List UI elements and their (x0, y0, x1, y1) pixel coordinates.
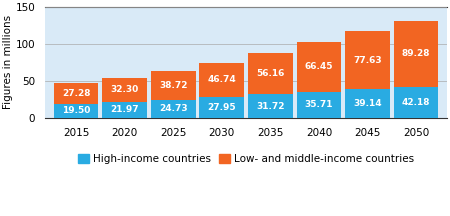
Text: 31.72: 31.72 (256, 102, 285, 111)
Bar (54, 83, 99, 103)
Text: 32.30: 32.30 (111, 85, 139, 94)
Bar (151, 71, 196, 100)
Bar (248, 53, 293, 94)
Bar (345, 31, 390, 89)
Text: 39.14: 39.14 (353, 99, 382, 108)
Bar (394, 21, 438, 87)
Bar (297, 42, 342, 92)
Text: 19.50: 19.50 (62, 106, 90, 115)
Text: 66.45: 66.45 (305, 62, 333, 71)
Text: 24.73: 24.73 (159, 104, 188, 113)
Text: 46.74: 46.74 (207, 75, 236, 84)
Text: 27.28: 27.28 (62, 89, 90, 98)
Bar (54, 103, 99, 118)
Bar (151, 100, 196, 118)
Text: 38.72: 38.72 (159, 81, 188, 90)
Bar (102, 102, 147, 118)
Bar (248, 94, 293, 118)
Text: 42.18: 42.18 (402, 98, 430, 107)
Bar (199, 63, 244, 97)
Bar (102, 78, 147, 102)
Bar (199, 97, 244, 118)
Text: 27.95: 27.95 (207, 103, 236, 112)
Text: 56.16: 56.16 (256, 69, 284, 78)
Text: 21.97: 21.97 (110, 105, 139, 114)
Y-axis label: Figures in millions: Figures in millions (3, 15, 13, 110)
Legend: High-income countries, Low- and middle-income countries: High-income countries, Low- and middle-i… (74, 150, 418, 168)
Text: 35.71: 35.71 (305, 100, 333, 109)
Text: 89.28: 89.28 (402, 49, 430, 58)
Text: 77.63: 77.63 (353, 56, 382, 65)
Bar (394, 87, 438, 118)
Bar (345, 89, 390, 118)
Bar (297, 92, 342, 118)
